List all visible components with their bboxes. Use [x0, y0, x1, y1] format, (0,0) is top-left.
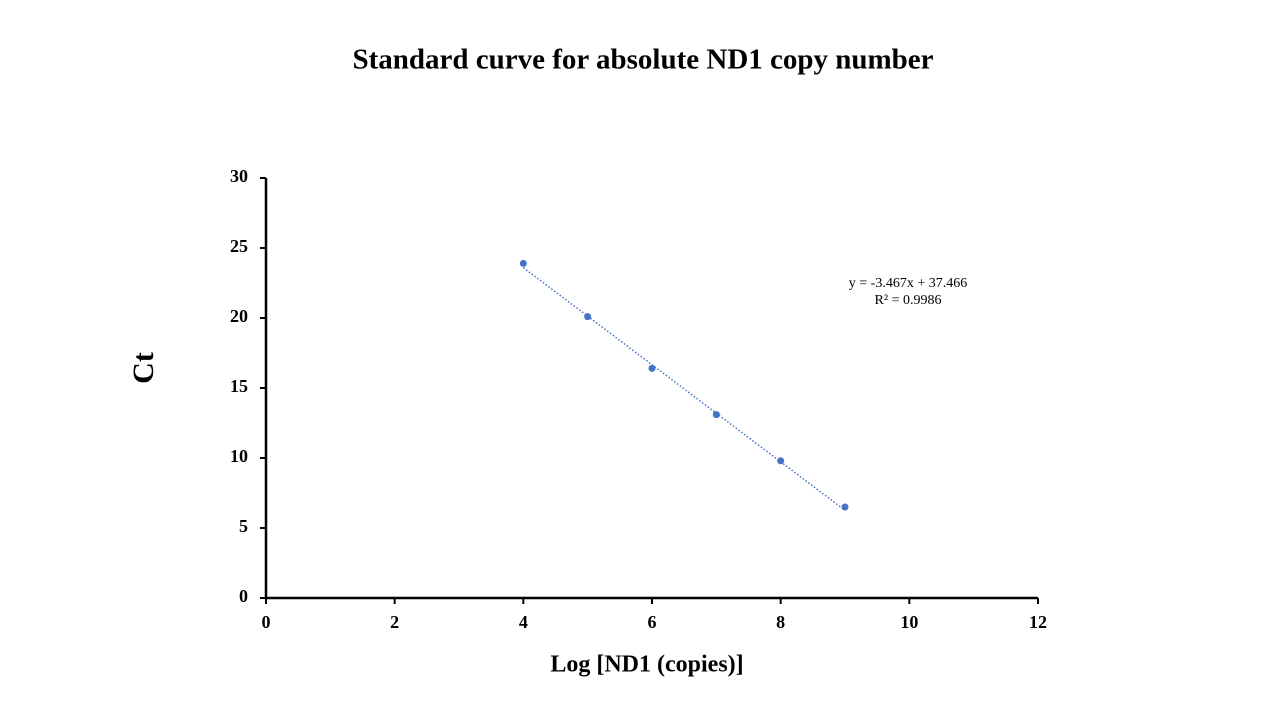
data-point — [648, 364, 656, 372]
data-point — [519, 259, 527, 267]
x-tick-label: 2 — [390, 612, 399, 632]
data-point — [584, 313, 592, 321]
trendline — [522, 267, 846, 511]
x-tick-label: 10 — [900, 612, 918, 632]
x-tick-label: 6 — [648, 612, 657, 632]
x-axis-label: Log [ND1 (copies)] — [550, 652, 743, 678]
trendline-r-squared: R² = 0.9986 — [875, 293, 942, 308]
data-point — [712, 411, 720, 419]
trendline-equation: y = -3.467x + 37.466 — [849, 276, 967, 291]
x-tick-label: 12 — [1029, 612, 1047, 632]
y-tick-label: 5 — [239, 516, 248, 536]
y-tick-label: 15 — [230, 376, 248, 396]
x-tick-label: 4 — [519, 612, 528, 632]
x-tick-label: 8 — [776, 612, 785, 632]
x-tick-label: 0 — [262, 612, 271, 632]
y-tick-label: 0 — [239, 586, 248, 606]
y-axis-label: Ct — [127, 352, 160, 384]
y-tick-label: 20 — [230, 306, 248, 326]
data-point — [841, 503, 849, 511]
y-tick-label: 30 — [230, 166, 248, 186]
y-tick-label: 25 — [230, 236, 248, 256]
data-point — [777, 457, 785, 465]
chart-title: Standard curve for absolute ND1 copy num… — [352, 44, 933, 76]
y-tick-label: 10 — [230, 446, 248, 466]
